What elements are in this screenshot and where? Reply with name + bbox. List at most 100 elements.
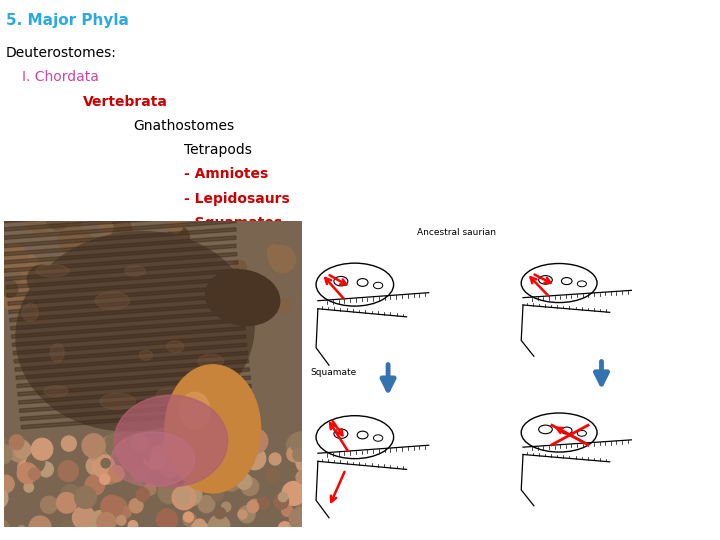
Circle shape: [184, 280, 199, 295]
Bar: [4, 219, 236, 239]
Text: Squamate: Squamate: [310, 368, 356, 377]
Circle shape: [145, 483, 156, 495]
Circle shape: [136, 488, 149, 501]
Ellipse shape: [198, 354, 224, 368]
Circle shape: [296, 450, 319, 474]
Bar: [4, 236, 236, 256]
Circle shape: [186, 470, 196, 480]
Circle shape: [18, 457, 38, 478]
Circle shape: [198, 496, 215, 512]
Text: Gnathostomes: Gnathostomes: [133, 119, 234, 133]
Circle shape: [156, 509, 178, 530]
Text: - Amniotes: - Amniotes: [184, 167, 268, 181]
Circle shape: [14, 442, 31, 458]
Ellipse shape: [156, 388, 182, 402]
Circle shape: [168, 218, 183, 233]
Circle shape: [223, 457, 233, 467]
Circle shape: [245, 203, 259, 218]
Circle shape: [57, 492, 77, 513]
Text: Deuterostomes:: Deuterostomes:: [6, 46, 117, 60]
Text: I. Chordata: I. Chordata: [22, 70, 99, 84]
Circle shape: [296, 471, 308, 483]
Ellipse shape: [206, 270, 279, 326]
Circle shape: [63, 208, 83, 228]
Bar: [16, 360, 248, 380]
Circle shape: [286, 518, 297, 531]
Circle shape: [27, 265, 56, 294]
Bar: [4, 252, 237, 272]
Circle shape: [58, 461, 78, 482]
Circle shape: [154, 289, 171, 308]
Circle shape: [222, 472, 240, 491]
Circle shape: [29, 468, 40, 480]
Circle shape: [241, 477, 258, 496]
Bar: [4, 203, 236, 223]
Bar: [11, 310, 243, 330]
Circle shape: [49, 293, 68, 313]
Ellipse shape: [44, 386, 68, 397]
Circle shape: [0, 475, 14, 492]
Circle shape: [185, 436, 197, 448]
Ellipse shape: [179, 414, 198, 424]
Circle shape: [148, 247, 161, 260]
Circle shape: [290, 432, 310, 453]
Circle shape: [89, 450, 98, 460]
Ellipse shape: [139, 350, 153, 360]
Circle shape: [100, 474, 110, 484]
Circle shape: [97, 512, 116, 532]
Circle shape: [82, 434, 105, 457]
Circle shape: [154, 456, 166, 468]
Circle shape: [0, 433, 6, 455]
Ellipse shape: [114, 395, 228, 487]
Circle shape: [153, 312, 172, 332]
Circle shape: [277, 299, 291, 313]
Circle shape: [178, 272, 199, 294]
Circle shape: [29, 516, 51, 538]
Circle shape: [132, 435, 148, 451]
Circle shape: [101, 495, 123, 518]
Circle shape: [27, 207, 52, 232]
Circle shape: [32, 438, 53, 460]
Circle shape: [120, 507, 131, 518]
Circle shape: [269, 246, 295, 273]
Circle shape: [60, 485, 81, 505]
Circle shape: [134, 205, 149, 220]
Circle shape: [266, 469, 279, 483]
Circle shape: [238, 506, 255, 523]
Bar: [4, 228, 236, 248]
Circle shape: [46, 286, 62, 302]
Circle shape: [145, 444, 163, 464]
Circle shape: [244, 447, 266, 470]
Circle shape: [0, 514, 1, 533]
Bar: [14, 343, 247, 363]
Circle shape: [118, 447, 140, 469]
Circle shape: [160, 460, 179, 479]
Circle shape: [17, 254, 38, 275]
Circle shape: [117, 516, 126, 525]
Circle shape: [104, 433, 127, 456]
Circle shape: [73, 506, 95, 530]
Circle shape: [101, 458, 110, 468]
Bar: [12, 327, 245, 347]
Circle shape: [21, 263, 53, 296]
Circle shape: [27, 454, 45, 472]
Ellipse shape: [16, 232, 254, 431]
Circle shape: [39, 462, 53, 477]
Circle shape: [267, 245, 282, 259]
Circle shape: [92, 455, 114, 477]
Circle shape: [143, 523, 158, 539]
Circle shape: [249, 500, 260, 510]
Circle shape: [1, 284, 28, 311]
Circle shape: [289, 508, 312, 531]
Circle shape: [282, 505, 293, 516]
Circle shape: [144, 450, 163, 469]
Circle shape: [247, 501, 258, 512]
Circle shape: [148, 238, 161, 251]
Circle shape: [0, 468, 9, 485]
Circle shape: [128, 521, 138, 530]
Circle shape: [278, 522, 292, 535]
Bar: [12, 318, 244, 338]
Circle shape: [66, 231, 94, 259]
Text: Vertebrata: Vertebrata: [83, 94, 168, 109]
Circle shape: [1, 280, 18, 297]
